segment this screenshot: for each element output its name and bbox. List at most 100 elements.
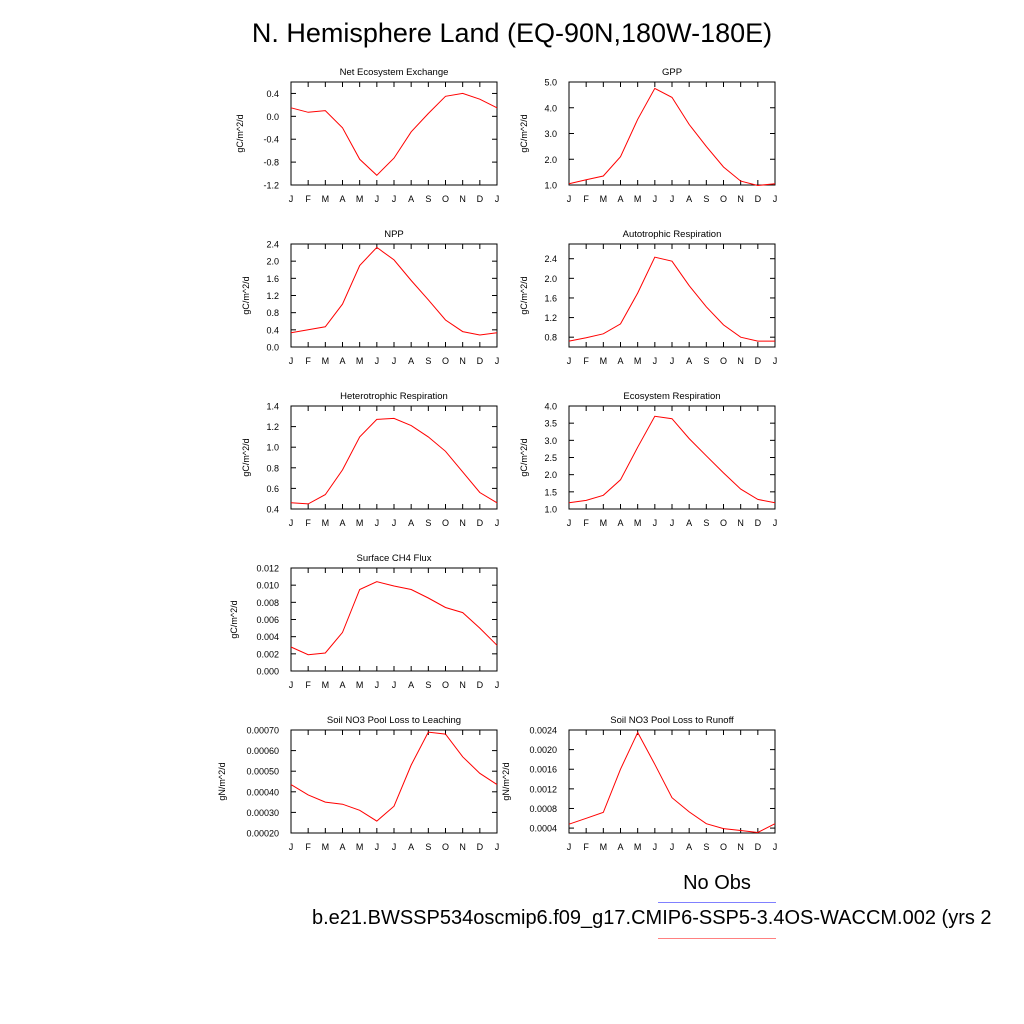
x-tick-label: J <box>495 680 500 690</box>
y-tick-label: 4.0 <box>544 103 557 113</box>
x-tick-label: M <box>322 194 330 204</box>
plot-frame <box>568 243 776 348</box>
y-axis-label: gN/m^2/d <box>217 762 227 800</box>
x-tick-label: D <box>477 842 484 852</box>
legend-case-label: b.e21.BWSSP534oscmip6.f09_g17.CMIP6-SSP5… <box>312 907 992 929</box>
x-tick-label: J <box>375 680 380 690</box>
x-tick-label: A <box>408 356 414 366</box>
x-tick-label: M <box>322 842 330 852</box>
x-tick-label: J <box>375 842 380 852</box>
x-tick-label: M <box>322 518 330 528</box>
x-tick-label: A <box>339 680 345 690</box>
x-tick-label: M <box>356 518 364 528</box>
panel-title: Net Ecosystem Exchange <box>340 67 449 78</box>
x-tick-label: A <box>617 356 623 366</box>
x-tick-label: J <box>653 842 658 852</box>
x-tick-label: S <box>425 356 431 366</box>
series-line <box>290 581 498 656</box>
y-tick-label: 0.008 <box>256 598 279 608</box>
x-tick-label: M <box>356 194 364 204</box>
y-tick-label: 0.00060 <box>246 746 279 756</box>
y-axis-label: gC/m^2/d <box>241 438 251 476</box>
y-tick-label: 1.0 <box>544 181 557 191</box>
y-tick-label: 0.4 <box>266 505 279 515</box>
x-tick-label: J <box>495 356 500 366</box>
x-tick-label: J <box>670 194 675 204</box>
series-line <box>290 417 498 505</box>
y-tick-label: 0.0008 <box>529 804 557 814</box>
panel-title: Autotrophic Respiration <box>623 229 722 240</box>
x-tick-label: N <box>459 518 466 528</box>
y-axis-label: gC/m^2/d <box>241 276 251 314</box>
x-tick-label: M <box>634 356 642 366</box>
y-tick-label: 1.0 <box>544 505 557 515</box>
x-tick-label: O <box>720 356 727 366</box>
x-tick-label: M <box>600 194 608 204</box>
x-tick-label: N <box>459 356 466 366</box>
x-tick-label: S <box>425 680 431 690</box>
y-tick-label: 1.6 <box>266 274 279 284</box>
chart-panel-5: J F M A M J J A S O N D J0.40.60.81.01.21.4gC/m^2/dH… <box>241 391 499 528</box>
x-tick-label: M <box>322 680 330 690</box>
x-tick-label: S <box>703 194 709 204</box>
x-tick-label: A <box>408 680 414 690</box>
y-tick-label: 0.006 <box>256 615 279 625</box>
series-line <box>568 415 776 504</box>
y-tick-label: 1.5 <box>544 487 557 497</box>
y-tick-label: -0.8 <box>263 158 279 168</box>
x-tick-label: M <box>600 842 608 852</box>
y-tick-label: 0.4 <box>266 325 279 335</box>
legend-obs-label: No Obs <box>683 872 751 894</box>
x-tick-label: S <box>703 356 709 366</box>
chart-panel-1: J F M A M J J A S O N D J-1.2-0.8-0.40.00.4gC/m^2/dN… <box>235 67 499 204</box>
y-tick-label: 0.8 <box>544 333 557 343</box>
x-tick-label: O <box>442 518 449 528</box>
series-line <box>568 87 776 187</box>
x-tick-label: N <box>737 842 744 852</box>
x-tick-label: J <box>375 194 380 204</box>
plot-frame <box>568 729 776 834</box>
x-tick-label: D <box>477 194 484 204</box>
x-tick-label: S <box>703 518 709 528</box>
y-axis-label: gC/m^2/d <box>235 114 245 152</box>
y-tick-label: 2.0 <box>544 155 557 165</box>
y-tick-label: 1.4 <box>266 402 279 412</box>
x-tick-label: A <box>408 518 414 528</box>
x-tick-label: O <box>720 518 727 528</box>
y-tick-label: 1.6 <box>544 293 557 303</box>
y-tick-label: 1.2 <box>544 313 557 323</box>
x-tick-label: M <box>634 518 642 528</box>
x-tick-label: J <box>567 194 572 204</box>
x-tick-label: N <box>459 680 466 690</box>
x-tick-label: A <box>617 194 623 204</box>
y-tick-label: 5.0 <box>544 78 557 88</box>
y-tick-label: 2.0 <box>544 274 557 284</box>
y-tick-label: 2.0 <box>266 257 279 267</box>
x-tick-label: M <box>600 356 608 366</box>
series-line <box>568 256 775 342</box>
x-tick-label: A <box>686 842 692 852</box>
x-tick-label: A <box>339 842 345 852</box>
series-line <box>290 731 498 822</box>
y-tick-label: 0.0024 <box>529 726 557 736</box>
x-tick-label: O <box>720 842 727 852</box>
panel-title: Soil NO3 Pool Loss to Runoff <box>610 715 734 726</box>
y-axis-label: gC/m^2/d <box>519 276 529 314</box>
x-tick-label: F <box>583 356 589 366</box>
plot-frame <box>290 81 498 186</box>
x-tick-label: J <box>653 518 658 528</box>
series-line <box>290 92 498 176</box>
x-tick-label: J <box>773 842 778 852</box>
y-tick-label: 3.5 <box>544 419 557 429</box>
x-tick-label: J <box>289 518 294 528</box>
y-tick-label: 0.000 <box>256 667 279 677</box>
x-tick-label: J <box>392 356 397 366</box>
x-tick-label: J <box>567 518 572 528</box>
x-tick-label: D <box>477 518 484 528</box>
y-axis-label: gN/m^2/d <box>501 762 511 800</box>
y-tick-label: 1.0 <box>266 443 279 453</box>
x-tick-label: F <box>305 194 311 204</box>
x-tick-label: J <box>670 356 675 366</box>
